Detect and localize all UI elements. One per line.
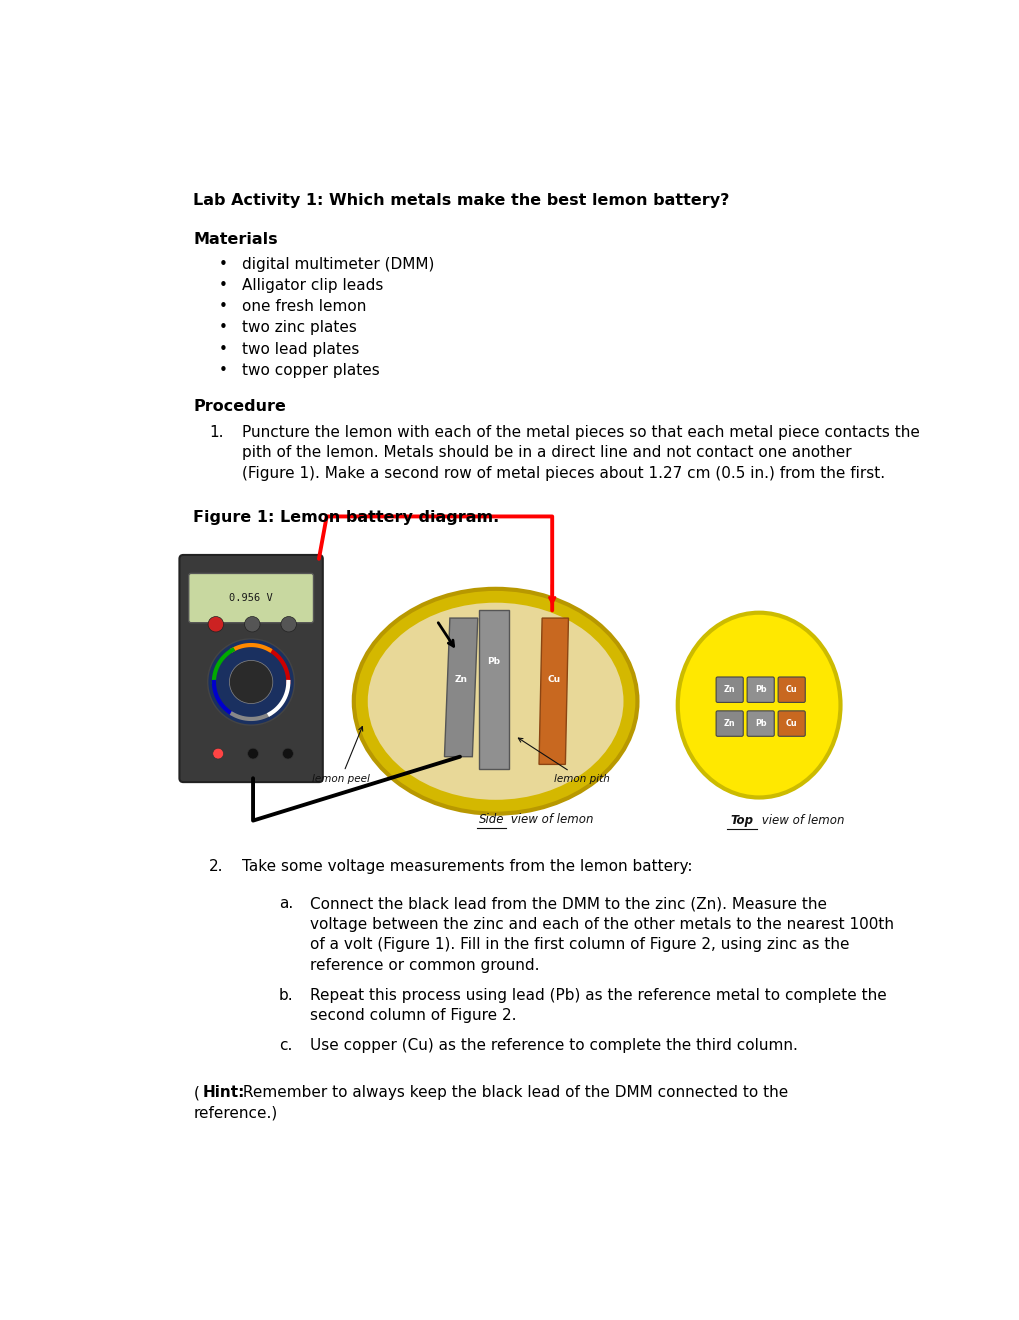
- Text: Repeat this process using lead (Pb) as the reference metal to complete the: Repeat this process using lead (Pb) as t…: [310, 987, 886, 1003]
- Circle shape: [282, 748, 293, 759]
- Text: Side: Side: [479, 813, 504, 826]
- Circle shape: [208, 616, 223, 632]
- FancyBboxPatch shape: [189, 573, 313, 623]
- Text: two zinc plates: two zinc plates: [242, 321, 357, 335]
- Text: Lab Activity 1: Which metals make the best lemon battery?: Lab Activity 1: Which metals make the be…: [194, 193, 729, 209]
- Text: •: •: [219, 279, 227, 293]
- Text: one fresh lemon: one fresh lemon: [242, 300, 366, 314]
- Ellipse shape: [368, 603, 623, 800]
- Text: two copper plates: two copper plates: [242, 363, 380, 378]
- Polygon shape: [538, 618, 568, 764]
- Text: •: •: [219, 257, 227, 272]
- Text: of a volt (Figure 1). Fill in the first column of Figure 2, using zinc as the: of a volt (Figure 1). Fill in the first …: [310, 937, 848, 952]
- Text: lemon pith: lemon pith: [518, 738, 609, 784]
- Polygon shape: [479, 610, 508, 770]
- Circle shape: [280, 616, 297, 632]
- FancyBboxPatch shape: [179, 554, 322, 781]
- FancyBboxPatch shape: [746, 711, 773, 737]
- Text: second column of Figure 2.: second column of Figure 2.: [310, 1008, 516, 1023]
- FancyBboxPatch shape: [746, 677, 773, 702]
- Circle shape: [248, 748, 258, 759]
- Text: Pb: Pb: [754, 719, 765, 729]
- Text: Pb: Pb: [754, 685, 765, 694]
- Text: Procedure: Procedure: [194, 400, 286, 414]
- Text: Zn: Zn: [723, 685, 735, 694]
- Text: Use copper (Cu) as the reference to complete the third column.: Use copper (Cu) as the reference to comp…: [310, 1039, 797, 1053]
- Text: (Figure 1). Make a second row of metal pieces about 1.27 cm (0.5 in.) from the f: (Figure 1). Make a second row of metal p…: [242, 466, 884, 480]
- Polygon shape: [444, 618, 477, 756]
- Text: Take some voltage measurements from the lemon battery:: Take some voltage measurements from the …: [242, 859, 692, 874]
- Text: Figure 1: Lemon battery diagram.: Figure 1: Lemon battery diagram.: [194, 510, 499, 525]
- Text: Top: Top: [730, 814, 753, 828]
- Text: c.: c.: [278, 1039, 291, 1053]
- Circle shape: [208, 639, 294, 725]
- Text: Cu: Cu: [785, 719, 797, 729]
- Text: Remember to always keep the black lead of the DMM connected to the: Remember to always keep the black lead o…: [238, 1085, 788, 1100]
- Circle shape: [213, 748, 223, 759]
- Text: 0.956 V: 0.956 V: [229, 593, 273, 603]
- Circle shape: [229, 660, 272, 704]
- Text: b.: b.: [278, 987, 293, 1003]
- Text: •: •: [219, 342, 227, 356]
- Text: Materials: Materials: [194, 231, 278, 247]
- Text: (: (: [194, 1085, 199, 1100]
- Text: Zn: Zn: [454, 676, 468, 684]
- Text: reference or common ground.: reference or common ground.: [310, 958, 539, 973]
- Text: Cu: Cu: [546, 676, 559, 684]
- Text: reference.): reference.): [194, 1106, 277, 1121]
- FancyBboxPatch shape: [715, 677, 743, 702]
- Text: •: •: [219, 363, 227, 378]
- FancyBboxPatch shape: [777, 711, 804, 737]
- Text: Zn: Zn: [723, 719, 735, 729]
- Text: Pb: Pb: [487, 657, 500, 665]
- FancyBboxPatch shape: [777, 677, 804, 702]
- Text: Cu: Cu: [785, 685, 797, 694]
- Ellipse shape: [677, 612, 840, 797]
- Text: two lead plates: two lead plates: [242, 342, 360, 356]
- FancyBboxPatch shape: [715, 711, 743, 737]
- Circle shape: [245, 616, 260, 632]
- Text: •: •: [219, 321, 227, 335]
- Text: voltage between the zinc and each of the other metals to the nearest 100th: voltage between the zinc and each of the…: [310, 916, 893, 932]
- Text: 1.: 1.: [209, 425, 223, 440]
- Ellipse shape: [354, 589, 637, 813]
- Text: view of lemon: view of lemon: [757, 814, 844, 828]
- Text: Alligator clip leads: Alligator clip leads: [242, 279, 383, 293]
- Text: digital multimeter (DMM): digital multimeter (DMM): [242, 257, 434, 272]
- Text: lemon peel: lemon peel: [312, 726, 370, 784]
- Text: view of lemon: view of lemon: [506, 813, 593, 826]
- Text: Hint:: Hint:: [203, 1085, 245, 1100]
- Text: pith of the lemon. Metals should be in a direct line and not contact one another: pith of the lemon. Metals should be in a…: [242, 445, 851, 461]
- Text: 2.: 2.: [209, 859, 223, 874]
- Text: a.: a.: [278, 896, 292, 911]
- Text: •: •: [219, 300, 227, 314]
- Text: Connect the black lead from the DMM to the zinc (Zn). Measure the: Connect the black lead from the DMM to t…: [310, 896, 825, 911]
- Text: Puncture the lemon with each of the metal pieces so that each metal piece contac: Puncture the lemon with each of the meta…: [242, 425, 919, 440]
